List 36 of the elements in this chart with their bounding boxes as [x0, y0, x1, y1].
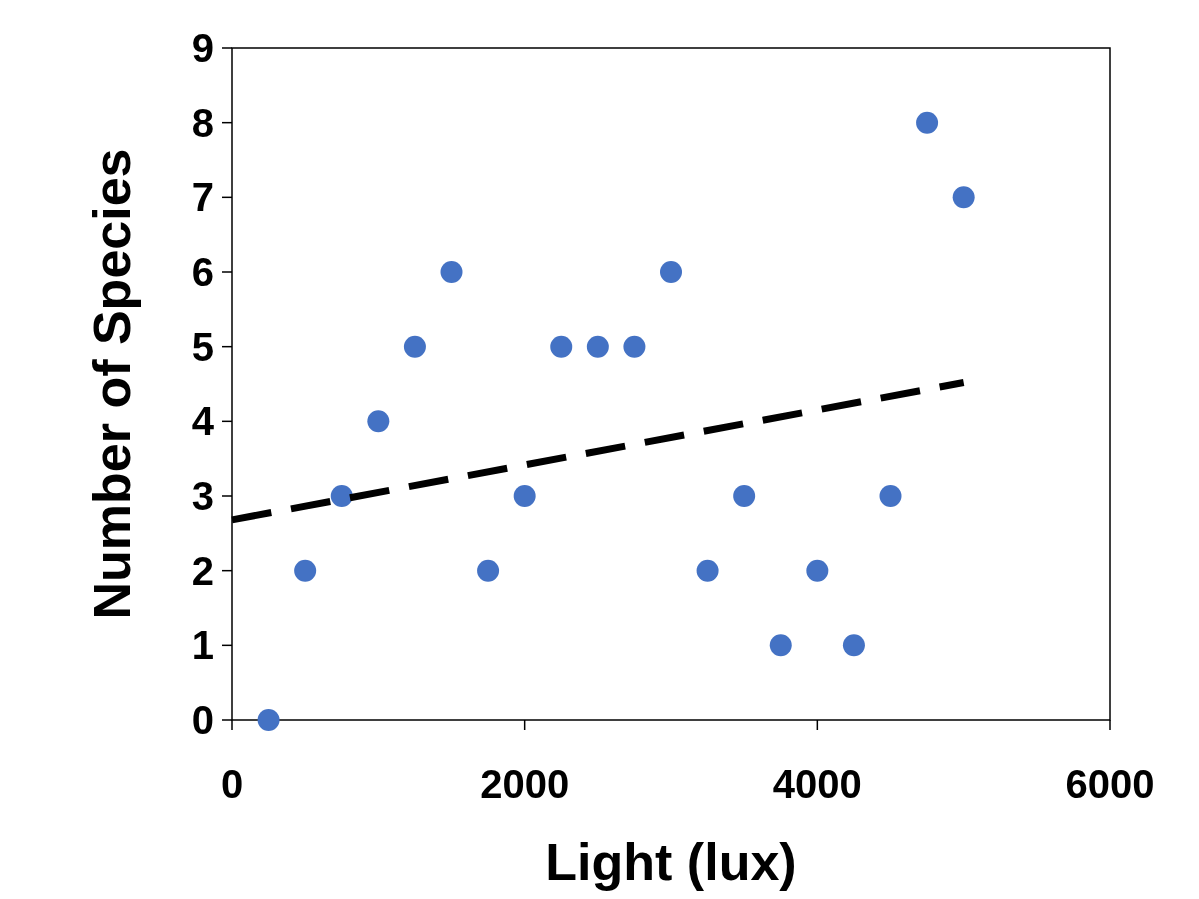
point — [769, 634, 792, 657]
y-tick-label: 6 — [191, 250, 214, 294]
y-tick-label: 5 — [191, 324, 214, 369]
y-tick-label: 3 — [191, 474, 214, 518]
y-tick-label: 8 — [191, 100, 214, 145]
y-tick-label: 9 — [191, 26, 214, 70]
point — [330, 485, 353, 507]
point — [403, 335, 426, 358]
point — [879, 485, 902, 507]
point — [660, 261, 682, 283]
point — [696, 559, 719, 582]
point — [440, 261, 463, 283]
x-tick-label: 6000 — [1065, 762, 1155, 806]
point — [733, 485, 756, 507]
point — [367, 410, 390, 433]
point — [806, 559, 829, 582]
point — [916, 111, 939, 134]
y-axis-title: Number of Species — [83, 148, 141, 620]
y-tick-label: 2 — [191, 548, 214, 593]
x-tick-label: 0 — [220, 762, 244, 806]
x-tick-label: 2000 — [480, 762, 570, 806]
point — [513, 485, 536, 507]
x-axis-title: Light (lux) — [545, 833, 797, 891]
y-tick-label: 0 — [191, 698, 214, 742]
y-tick-label: 4 — [191, 399, 215, 444]
point — [257, 709, 280, 731]
point — [952, 186, 975, 209]
x-tick-label: 4000 — [772, 762, 862, 806]
point — [294, 559, 317, 582]
y-tick-label: 7 — [191, 175, 214, 220]
point — [623, 335, 646, 358]
point — [550, 335, 573, 358]
point — [586, 335, 609, 358]
point — [477, 559, 500, 582]
y-tick-label: 1 — [191, 623, 214, 668]
point — [842, 634, 865, 657]
